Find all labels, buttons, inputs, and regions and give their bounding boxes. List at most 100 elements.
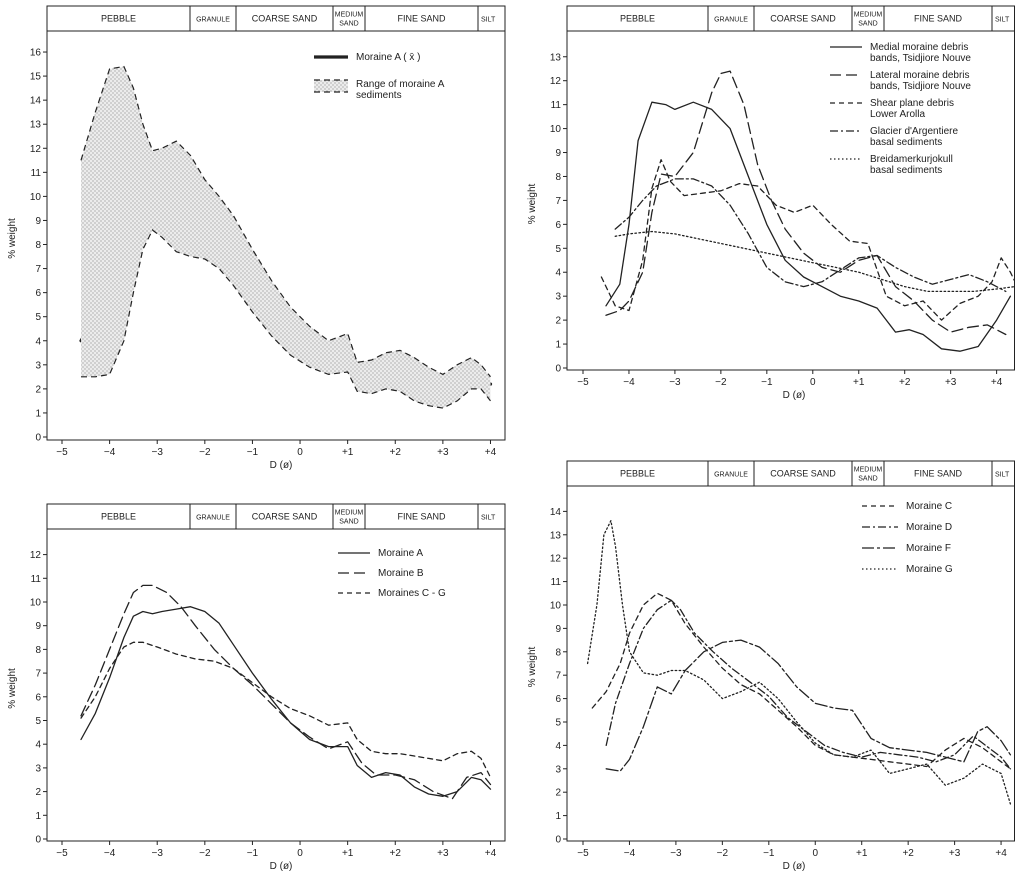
band-label-fine-sand: FINE SAND	[397, 512, 446, 522]
band-label-pebble: PEBBLE	[101, 14, 136, 24]
range-lower-line-range-of-moraine-a-sediments	[81, 229, 491, 409]
band-label-medium-sand-line1: MEDIUM	[335, 12, 364, 19]
chart-panel-moraines-comparison: PEBBLE GRANULE COARSE SAND MEDIUM SAND FINE S…	[7, 503, 506, 872]
y-tick-label: 9	[555, 624, 561, 635]
y-tick-label: 5	[555, 717, 561, 728]
y-tick-label: 7	[555, 671, 561, 682]
series-line-medial-moraine-debris-bands-tsidjiore-nouve	[605, 101, 1012, 352]
series-group	[80, 584, 492, 800]
x-tick-label: +4	[991, 377, 1003, 388]
y-tick-label: 12	[30, 144, 42, 155]
y-tick-label: 12	[550, 554, 562, 565]
series-line-moraine-c	[591, 592, 1012, 770]
x-tick-label: 0	[812, 848, 818, 859]
y-tick-label: 11	[551, 577, 562, 588]
y-tick-label: 9	[35, 621, 41, 632]
band-label-coarse-sand: COARSE SAND	[770, 14, 836, 24]
y-tick-label: 1	[555, 340, 561, 351]
band-label-pebble: PEBBLE	[620, 14, 655, 24]
series-line-lateral-moraine-debris-bands-tsidjiore-nouve	[605, 70, 1007, 336]
band-label-pebble: PEBBLE	[101, 512, 136, 522]
legend-label-line: Range of moraine A	[356, 79, 445, 90]
legend-label-line: Moraine A ( x̄ )	[356, 52, 420, 63]
x-tick-label: −1	[763, 848, 775, 859]
x-tick-label: −2	[715, 377, 727, 388]
series-line-glacier-d-argentiere-basal-sediments	[614, 178, 1007, 293]
band-label-medium-sand-line1: MEDIUM	[335, 510, 364, 517]
band-label-medium-sand-line2: SAND	[339, 21, 358, 28]
legend-label-moraine-b: Moraine B	[378, 568, 424, 579]
y-axis-label: % weight	[527, 646, 538, 687]
legend-label-moraine-g: Moraine G	[906, 564, 953, 575]
y-tick-label: 10	[30, 597, 42, 608]
y-tick-label: 16	[30, 48, 42, 59]
y-tick-label: 6	[35, 288, 41, 299]
y-axis-label: % weight	[7, 218, 18, 259]
y-tick-label: 4	[555, 268, 561, 279]
y-tick-label: 5	[555, 244, 561, 255]
legend-label-moraines-c-g: Moraines C - G	[378, 588, 446, 599]
legend-label-line: Medial moraine debris	[870, 42, 968, 53]
y-tick-label: 0	[555, 364, 561, 375]
x-axis-label: D (ø)	[783, 390, 806, 401]
legend-label-line: Glacier d'Argentiere	[870, 126, 959, 137]
y-tick-label: 9	[555, 148, 561, 159]
x-tick-label: +1	[342, 848, 354, 859]
x-tick-label: +3	[945, 377, 957, 388]
band-label-granule: GRANULE	[196, 17, 230, 24]
x-tick-label: −3	[152, 447, 164, 458]
x-tick-label: −3	[669, 377, 681, 388]
x-tick-label: −1	[247, 848, 259, 859]
x-tick-label: +1	[342, 447, 354, 458]
x-tick-label: +3	[949, 848, 961, 859]
band-label-silt: SILT	[481, 17, 496, 24]
band-label-silt: SILT	[995, 17, 1010, 24]
x-tick-label: −5	[56, 848, 68, 859]
y-tick-label: 7	[35, 264, 41, 275]
y-tick-label: 5	[35, 716, 41, 727]
y-tick-label: 1	[555, 811, 561, 822]
y-tick-label: 8	[35, 240, 41, 251]
legend-label-breidamerkurjokull-basal-sediments: Breidamerkurjokull basal sediments	[870, 154, 953, 176]
band-label-fine-sand: FINE SAND	[397, 14, 446, 24]
series-line-moraines-c-g	[80, 641, 492, 779]
legend-label-line: Moraine G	[906, 564, 953, 575]
x-tick-label: −2	[199, 848, 211, 859]
y-tick-label: 11	[31, 574, 42, 585]
legend-label-line: Moraine C	[906, 501, 952, 512]
x-tick-label: +2	[390, 848, 402, 859]
series-group	[79, 65, 493, 409]
x-tick-label: −4	[104, 848, 116, 859]
y-tick-label: 8	[35, 645, 41, 656]
y-tick-label: 1	[35, 408, 41, 419]
x-tick-label: −1	[247, 447, 259, 458]
legend-label-moraine-a: Moraine A	[378, 548, 423, 559]
legend-label-line: bands, Tsidjiore Nouve	[870, 53, 971, 64]
y-tick-label: 12	[30, 550, 42, 561]
x-tick-label: +3	[437, 848, 449, 859]
legend-label-line: Moraines C - G	[378, 588, 446, 599]
legend-label-line: Breidamerkurjokull	[870, 154, 953, 165]
legend-label-line: bands, Tsidjiore Nouve	[870, 81, 971, 92]
y-tick-label: 7	[35, 669, 41, 680]
legend-label-moraine-f: Moraine F	[906, 543, 951, 554]
y-axis-label: % weight	[527, 183, 538, 224]
y-tick-label: 2	[555, 316, 561, 327]
x-tick-label: 0	[297, 848, 303, 859]
legend-label-line: sediments	[356, 90, 402, 101]
series-line-moraine-d	[605, 599, 1012, 770]
y-tick-label: 3	[555, 764, 561, 775]
y-tick-label: 11	[31, 168, 42, 179]
x-tick-label: +2	[390, 447, 402, 458]
x-tick-label: −2	[717, 848, 729, 859]
chart-panel-moraines-c-to-g: PEBBLE GRANULE COARSE SAND MEDIUM SAND FINE S…	[527, 460, 1015, 872]
series-group	[586, 520, 1012, 805]
x-tick-label: +4	[485, 848, 497, 859]
y-tick-label: 10	[550, 600, 562, 611]
y-tick-label: 13	[550, 52, 562, 63]
band-label-granule: GRANULE	[196, 515, 230, 522]
y-tick-label: 5	[35, 312, 41, 323]
y-tick-label: 0	[35, 433, 41, 444]
